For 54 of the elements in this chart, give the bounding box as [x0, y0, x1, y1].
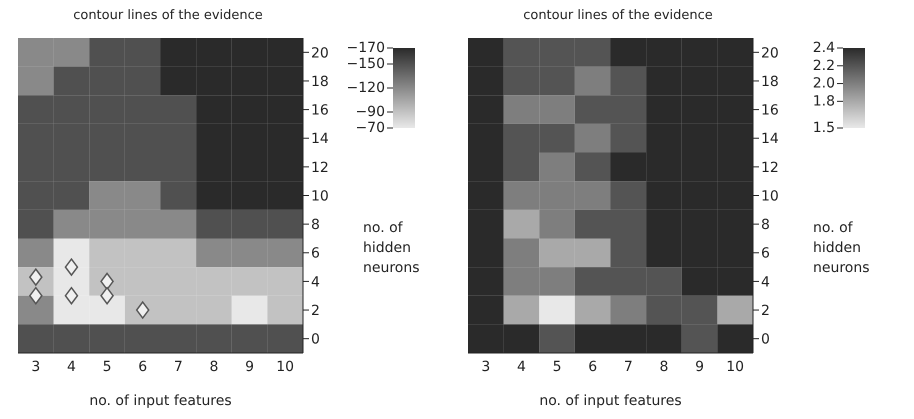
x-tick-label: 4 [516, 358, 526, 375]
color-bar-label: 2.0 [812, 76, 835, 92]
color-bar-label: −150 [346, 56, 385, 72]
x-tick-label: 6 [588, 358, 598, 375]
y-tick-label: 12 [311, 160, 329, 176]
y-tick-label: 16 [761, 102, 779, 119]
y-tick-label: 18 [311, 74, 329, 90]
y-tick-label: 20 [761, 45, 779, 62]
y-tick-label: 6 [311, 246, 320, 262]
x-tick-label: 5 [102, 358, 112, 375]
color-bar-label: 2.2 [812, 58, 835, 74]
x-tick-label: 6 [138, 358, 148, 375]
y-axis-title: no. of hidden neurons [813, 219, 870, 278]
x-tick-label: 10 [276, 358, 294, 375]
y-tick-label: 0 [311, 332, 320, 348]
x-tick-label: 8 [659, 358, 668, 375]
y-axis-title: no. of hidden neurons [363, 219, 420, 278]
y-tick-label: 8 [311, 217, 320, 234]
y-tick-label: 0 [761, 332, 770, 348]
color-bar-label: −170 [346, 40, 385, 56]
color-bar-label: −120 [346, 80, 385, 96]
y-tick-label: 2 [761, 303, 770, 320]
color-bar-label: 1.5 [812, 120, 835, 136]
x-tick-label: 8 [209, 358, 218, 375]
x-axis-title: no. of input features [539, 393, 682, 409]
color-bar-label: 2.4 [812, 40, 836, 56]
y-tick-label: 16 [311, 102, 329, 119]
chart-title: contour lines of the evidence [72, 8, 264, 23]
y-tick-label: 4 [311, 274, 320, 290]
y-tick-label: 2 [311, 303, 320, 320]
chart-title: contour lines of the evidence [522, 8, 714, 23]
x-tick-label: 9 [695, 358, 704, 375]
x-tick-label: 10 [726, 358, 744, 375]
y-tick-label: 6 [761, 246, 770, 262]
x-tick-label: 4 [66, 358, 76, 375]
x-tick-label: 9 [245, 358, 254, 375]
y-tick-label: 20 [311, 45, 329, 62]
y-tick-label: 10 [311, 188, 329, 204]
color-bar-label: −90 [355, 104, 385, 120]
y-tick-label: 14 [311, 131, 329, 148]
x-tick-label: 5 [552, 358, 562, 375]
y-tick-label: 14 [761, 131, 779, 148]
y-tick-label: 10 [761, 188, 779, 204]
y-tick-label: 4 [761, 274, 770, 290]
x-tick-label: 7 [174, 358, 183, 375]
y-tick-label: 12 [761, 160, 779, 176]
x-tick-label: 3 [31, 358, 40, 375]
x-tick-label: 3 [481, 358, 490, 375]
x-axis-title: no. of input features [89, 393, 232, 409]
color-bar-label: 1.8 [812, 93, 835, 110]
x-tick-label: 7 [624, 358, 633, 375]
color-bar-label: −70 [355, 120, 385, 136]
y-tick-label: 18 [761, 74, 779, 90]
y-tick-label: 8 [761, 217, 770, 234]
